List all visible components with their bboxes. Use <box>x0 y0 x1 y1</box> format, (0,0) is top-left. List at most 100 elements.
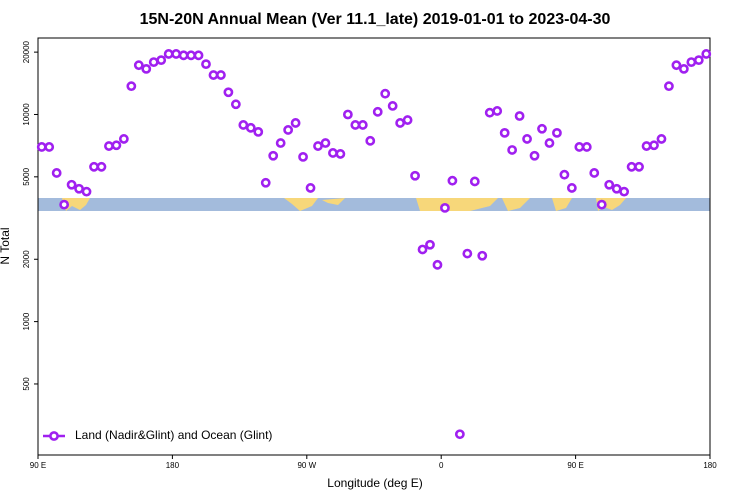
y-tick-label: 20000 <box>22 40 31 63</box>
point <box>552 127 562 138</box>
point <box>522 134 532 144</box>
point <box>260 177 271 188</box>
point <box>514 111 525 121</box>
point <box>59 199 70 210</box>
y-tick-label: 2000 <box>22 250 31 268</box>
point <box>619 186 630 197</box>
point <box>111 140 122 151</box>
point <box>484 107 495 118</box>
point <box>290 118 301 128</box>
point <box>559 169 570 180</box>
point <box>44 142 55 152</box>
point <box>171 49 182 59</box>
point <box>208 70 219 80</box>
point <box>410 170 420 181</box>
point <box>66 179 77 190</box>
point <box>156 55 167 66</box>
point <box>432 259 443 270</box>
point <box>447 175 458 186</box>
map-strip <box>38 198 710 211</box>
point <box>507 145 518 155</box>
point <box>701 49 712 59</box>
point <box>425 239 435 250</box>
point <box>216 70 226 80</box>
point <box>328 148 338 158</box>
point <box>81 186 92 197</box>
x-tick-label: 180 <box>703 461 717 470</box>
y-axis-label: N Total <box>0 227 12 264</box>
point <box>350 120 361 130</box>
point <box>634 161 644 172</box>
point <box>454 429 465 440</box>
point <box>664 81 674 92</box>
point <box>492 106 503 116</box>
point <box>589 168 600 178</box>
point <box>626 161 637 172</box>
point <box>275 138 286 148</box>
point <box>537 123 547 134</box>
point <box>566 183 577 193</box>
point <box>686 57 697 68</box>
point <box>499 127 510 138</box>
point <box>245 122 256 133</box>
point <box>417 244 428 255</box>
point <box>186 50 196 61</box>
point <box>253 126 264 137</box>
ocean <box>38 198 710 211</box>
point <box>574 142 585 152</box>
point <box>104 141 114 151</box>
point <box>395 118 406 128</box>
point <box>298 152 308 162</box>
point <box>141 63 152 74</box>
legend-label: Land (Nadir&Glint) and Ocean (Glint) <box>75 428 272 442</box>
point <box>268 150 279 161</box>
land <box>284 198 345 211</box>
point <box>201 59 211 70</box>
x-tick-label: 0 <box>439 461 444 470</box>
point <box>462 248 473 259</box>
point <box>402 115 413 125</box>
point <box>581 142 592 152</box>
point <box>238 120 249 130</box>
point <box>74 183 84 194</box>
point <box>440 202 450 213</box>
point <box>126 81 137 92</box>
plot-frame <box>37 37 711 456</box>
point <box>469 176 480 187</box>
y-tick-label: 1000 <box>22 312 31 330</box>
point <box>118 134 129 144</box>
point <box>604 179 615 190</box>
point <box>596 199 607 210</box>
point <box>656 134 667 144</box>
point <box>372 106 383 117</box>
land <box>552 198 626 211</box>
point <box>163 49 174 59</box>
point <box>223 87 234 98</box>
point <box>649 140 659 151</box>
land <box>62 198 90 211</box>
land <box>416 198 530 211</box>
point <box>178 50 189 61</box>
y-tick-label: 10000 <box>22 103 31 126</box>
point <box>335 149 346 159</box>
point <box>96 161 107 172</box>
x-tick-label: 180 <box>166 461 180 470</box>
point <box>477 250 488 261</box>
point <box>365 135 376 146</box>
point <box>320 138 331 148</box>
x-axis-label: Longitude (deg E) <box>327 476 422 490</box>
y-tick-label: 5000 <box>22 167 31 185</box>
point <box>611 183 622 194</box>
point <box>678 63 689 74</box>
point <box>387 101 398 111</box>
point <box>357 120 368 130</box>
point <box>671 60 682 71</box>
point <box>36 142 47 152</box>
point <box>89 161 99 172</box>
chart-title: 15N-20N Annual Mean (Ver 11.1_late) 2019… <box>140 11 611 28</box>
point <box>380 88 391 99</box>
point <box>641 141 652 151</box>
x-tick-label: 90 E <box>30 461 46 470</box>
point <box>313 141 323 151</box>
legend-marker <box>49 431 59 441</box>
